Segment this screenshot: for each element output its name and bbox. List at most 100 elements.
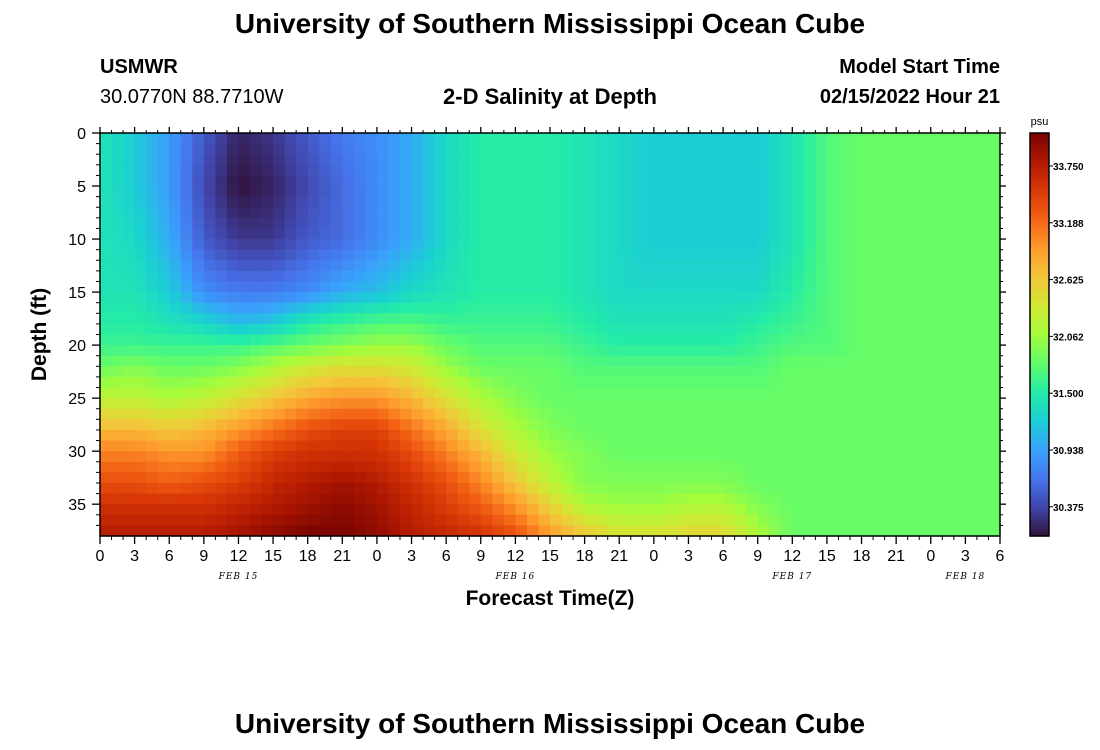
heatmap-cell [273,440,286,452]
heatmap-cell [596,313,609,325]
heatmap-cell [446,133,459,145]
heatmap-cell [330,387,343,399]
heatmap-cell [746,313,759,325]
heatmap-cell [457,461,470,473]
heatmap-cell [700,239,713,251]
heatmap-cell [550,313,563,325]
heatmap-cell [261,429,274,442]
heatmap-cell [780,207,793,219]
heatmap-cell [988,366,1001,378]
heatmap-cell [226,419,240,431]
heatmap-cell [515,186,528,198]
heatmap-cell [538,345,551,357]
heatmap-cell [492,366,505,378]
heatmap-cell [930,387,943,399]
heatmap-cell [723,154,736,166]
heatmap-cell [861,228,874,240]
heatmap-cell [111,133,124,145]
heatmap-cell [630,228,643,240]
heatmap-cell [342,323,355,336]
heatmap-cell [330,429,343,442]
heatmap-cell [111,376,124,389]
heatmap-cell [815,376,828,389]
heatmap-cell [976,133,990,145]
heatmap-cell [434,472,447,484]
heatmap-cell [919,260,932,272]
heatmap-cell [203,482,216,495]
heatmap-cell [884,281,897,293]
heatmap-cell [434,451,447,463]
heatmap-cell [700,345,713,357]
heatmap-cell [584,345,597,357]
heatmap-cell [584,292,597,304]
heatmap-cell [769,133,782,145]
heatmap-cell [700,133,713,145]
heatmap-cell [665,472,678,484]
heatmap-cell [492,514,505,526]
heatmap-cell [215,419,228,431]
heatmap-cell [342,270,355,283]
heatmap-cell [688,355,701,367]
heatmap-cell [838,387,851,399]
heatmap-cell [573,440,586,452]
heatmap-cell [561,387,574,399]
heatmap-cell [215,239,228,251]
heatmap-cell [307,217,320,230]
heatmap-cell [526,387,540,399]
heatmap-cell [850,239,863,251]
heatmap-cell [550,355,563,367]
heatmap-cell [919,461,932,473]
heatmap-cell [884,514,897,526]
heatmap-cell [146,302,159,314]
heatmap-cell [100,164,113,177]
heatmap-cell [826,504,840,516]
heatmap-cell [226,323,240,336]
heatmap-cell [711,154,724,166]
heatmap-cell [826,196,840,208]
x-tick-label: 6 [996,548,1005,565]
colorbar-segment [1030,374,1049,379]
heatmap-cell [134,461,147,473]
heatmap-cell [492,345,505,357]
heatmap-cell [250,143,263,155]
heatmap-cell [538,429,551,442]
heatmap-cell [630,408,643,420]
heatmap-cell [965,207,978,219]
heatmap-cell [180,228,193,240]
heatmap-cell [100,207,113,219]
heatmap-cell [342,175,355,187]
heatmap-cell [642,504,655,516]
heatmap-cell [215,408,228,420]
heatmap-cell [238,398,251,410]
heatmap-cell [180,355,193,367]
heatmap-cell [769,514,782,526]
heatmap-cell [319,175,332,187]
heatmap-cell [515,302,528,314]
heatmap-cell [480,133,493,145]
heatmap-cell [815,302,828,314]
heatmap-cell [723,217,736,230]
heatmap-cell [573,376,586,389]
heatmap-cell [123,217,136,230]
heatmap-cell [238,504,251,516]
heatmap-cell [619,366,632,378]
heatmap-cell [273,186,286,198]
heatmap-cell [642,451,655,463]
heatmap-cell [850,207,863,219]
heatmap-cell [180,281,193,293]
heatmap-cell [226,493,240,505]
heatmap-cell [330,461,343,473]
heatmap-cell [700,514,713,526]
heatmap-cell [792,175,805,187]
heatmap-cell [238,493,251,505]
heatmap-cell [907,313,920,325]
heatmap-cell [192,366,205,378]
heatmap-cell [826,217,840,230]
heatmap-cell [423,270,436,283]
heatmap-cell [192,387,205,399]
heatmap-cell [526,154,540,166]
heatmap-cell [526,334,540,346]
heatmap-cell [780,270,793,283]
heatmap-cell [388,398,401,410]
heatmap-cell [111,249,124,261]
